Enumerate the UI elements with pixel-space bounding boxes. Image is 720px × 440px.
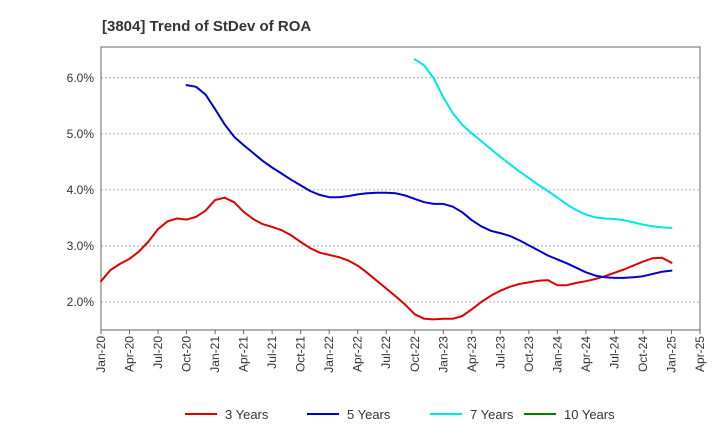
y-tick-label: 5.0% xyxy=(67,127,95,141)
x-tick-label: Apr-24 xyxy=(579,336,593,372)
legend-label: 10 Years xyxy=(564,407,615,422)
x-tick-label: Oct-21 xyxy=(294,336,308,372)
y-tick-label: 6.0% xyxy=(67,71,95,85)
series-line-5-years xyxy=(185,84,673,279)
series-line-3-years xyxy=(100,196,673,321)
x-tick-label: Jan-23 xyxy=(436,336,450,373)
y-tick-label: 3.0% xyxy=(67,239,95,253)
x-tick-label: Jul-22 xyxy=(379,336,393,369)
legend-label: 5 Years xyxy=(347,407,391,422)
x-tick-label: Oct-23 xyxy=(522,336,536,372)
chart-title: [3804] Trend of StDev of ROA xyxy=(102,18,311,35)
series-lines xyxy=(100,58,673,321)
x-tick-label: Jan-21 xyxy=(208,336,222,373)
legend-label: 3 Years xyxy=(225,407,269,422)
x-tick-label: Oct-24 xyxy=(636,336,650,372)
x-tick-label: Apr-22 xyxy=(351,336,365,372)
y-tick-label: 2.0% xyxy=(67,295,95,309)
series-line-7-years xyxy=(413,58,673,229)
legend-label: 7 Years xyxy=(470,407,514,422)
x-tick-label: Jul-21 xyxy=(265,336,279,369)
x-tick-label: Apr-21 xyxy=(237,336,251,372)
plot-frame xyxy=(100,46,701,331)
x-tick-label: Jan-25 xyxy=(664,336,678,373)
x-tick-label: Apr-20 xyxy=(123,336,137,372)
y-tick-label: 4.0% xyxy=(67,183,95,197)
x-tick-label: Jul-24 xyxy=(607,336,621,369)
x-tick-label: Jan-22 xyxy=(322,336,336,373)
x-tick-label: Jul-20 xyxy=(151,336,165,369)
x-tick-label: Apr-23 xyxy=(465,336,479,372)
x-tick-label: Oct-20 xyxy=(180,336,194,372)
x-tick-label: Jan-24 xyxy=(550,336,564,373)
x-tick-label: Jul-23 xyxy=(493,336,507,369)
x-tick-label: Jan-20 xyxy=(94,336,108,373)
legend: 3 Years 5 Years 7 Years 10 Years xyxy=(185,407,615,422)
x-tick-label: Apr-25 xyxy=(693,336,707,372)
axes: 2.0% 3.0% 4.0% 5.0% 6.0% Jan-20 Apr-20 Jul-20 Oc… xyxy=(67,46,707,373)
grid xyxy=(101,77,700,303)
x-tick-label: Oct-22 xyxy=(408,336,422,372)
